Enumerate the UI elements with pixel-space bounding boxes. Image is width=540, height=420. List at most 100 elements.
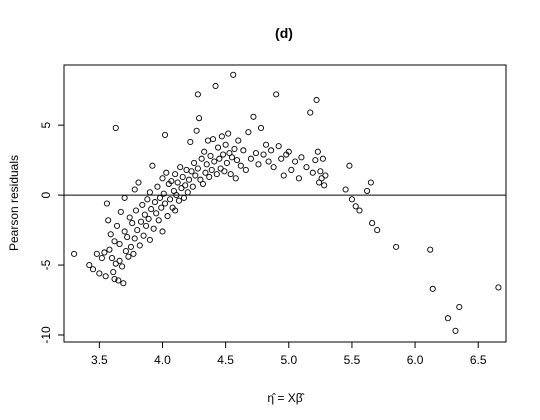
data-point-109 (218, 133, 225, 140)
data-point-129 (252, 150, 260, 157)
data-point-125 (242, 166, 249, 173)
data-point-58 (159, 175, 166, 182)
x-axis: 3.5 4.0 4.5 5.0 5.5 6.0 6.5 (91, 342, 487, 367)
data-point-173 (456, 303, 463, 311)
data-point-131 (257, 124, 265, 132)
data-point-134 (265, 158, 272, 165)
chart-title: (d) (275, 25, 293, 41)
data-point-95 (201, 148, 208, 155)
data-point-172 (452, 327, 459, 334)
data-point-61 (161, 131, 169, 138)
data-point-100 (207, 152, 214, 159)
data-point-3 (93, 250, 100, 257)
data-point-96 (202, 169, 209, 176)
data-point-8 (103, 200, 110, 207)
data-point-89 (194, 91, 201, 98)
data-point-42 (140, 232, 147, 239)
data-point-143 (288, 166, 295, 173)
data-point-45 (144, 196, 151, 203)
data-point-118 (230, 71, 237, 78)
data-point-123 (237, 162, 244, 169)
data-point-160 (346, 162, 353, 169)
data-point-44 (143, 222, 150, 229)
data-point-150 (312, 157, 319, 164)
data-point-47 (146, 189, 153, 196)
data-point-35 (131, 235, 138, 242)
data-point-38 (135, 179, 142, 186)
data-point-13 (110, 269, 117, 276)
data-point-4 (96, 270, 103, 277)
data-point-39 (136, 242, 143, 249)
data-point-19 (115, 277, 122, 284)
data-point-20 (116, 241, 123, 248)
data-point-29 (125, 253, 132, 260)
data-point-11 (107, 231, 114, 238)
data-point-144 (292, 158, 299, 165)
data-point-120 (232, 175, 239, 182)
data-point-93 (198, 155, 205, 162)
data-point-62 (161, 200, 169, 207)
data-point-12 (108, 255, 116, 262)
data-point-21 (116, 257, 123, 264)
x-tick-label-4: 5.5 (344, 353, 361, 367)
data-point-15 (111, 275, 118, 283)
data-point-75 (177, 164, 184, 171)
data-point-81 (184, 189, 191, 196)
data-point-110 (220, 151, 227, 158)
data-point-22 (117, 208, 124, 215)
data-point-26 (121, 228, 128, 235)
data-point-66 (167, 196, 174, 203)
data-point-31 (127, 243, 134, 250)
data-point-60 (160, 190, 167, 197)
plot-frame (63, 64, 507, 343)
data-point-116 (227, 171, 234, 178)
data-point-122 (235, 137, 242, 144)
data-point-24 (120, 280, 127, 287)
data-point-52 (151, 199, 158, 206)
data-point-149 (309, 169, 316, 176)
data-point-167 (374, 227, 381, 234)
data-point-77 (179, 173, 186, 180)
data-point-91 (196, 115, 203, 122)
data-point-121 (233, 157, 241, 164)
data-point-169 (427, 246, 434, 253)
data-point-40 (137, 218, 145, 225)
data-point-70 (172, 171, 179, 178)
data-point-16 (112, 124, 119, 132)
data-point-140 (280, 172, 287, 179)
data-point-0 (71, 250, 78, 257)
data-point-90 (194, 165, 201, 172)
data-point-51 (150, 225, 157, 232)
data-point-72 (173, 192, 180, 199)
data-point-71 (172, 207, 179, 214)
data-point-33 (130, 250, 137, 257)
data-point-97 (203, 161, 210, 168)
data-point-98 (204, 137, 212, 144)
data-point-80 (183, 166, 190, 173)
data-point-132 (260, 151, 267, 158)
data-point-49 (148, 206, 155, 213)
data-point-145 (295, 175, 302, 182)
data-point-154 (317, 168, 324, 175)
x-tick-label-3: 5.0 (280, 353, 297, 367)
data-point-46 (145, 215, 152, 222)
data-point-165 (367, 179, 374, 186)
data-point-156 (319, 155, 326, 162)
data-point-48 (146, 236, 153, 243)
data-point-142 (285, 148, 292, 155)
data-point-158 (322, 172, 329, 179)
data-point-164 (364, 187, 371, 194)
data-point-5 (98, 255, 105, 262)
data-point-124 (240, 147, 247, 154)
data-point-18 (113, 222, 121, 229)
x-tick-label-6: 6.5 (470, 353, 487, 367)
data-point-87 (192, 172, 199, 179)
data-point-28 (124, 234, 131, 241)
data-point-7 (102, 273, 109, 280)
data-point-73 (174, 179, 181, 186)
data-point-104 (212, 82, 219, 90)
data-point-32 (129, 220, 136, 227)
data-point-170 (429, 285, 436, 292)
data-point-27 (122, 248, 129, 255)
